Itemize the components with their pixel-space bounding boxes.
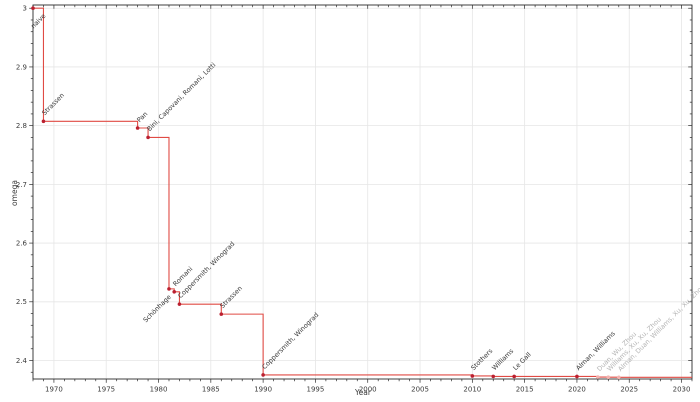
data-point-1978 bbox=[135, 126, 140, 130]
y-tick-label: 2.8 bbox=[16, 122, 27, 130]
data-point-1979 bbox=[146, 135, 150, 140]
x-tick-label: 1995 bbox=[307, 386, 325, 394]
data-point-1968 bbox=[31, 6, 35, 11]
plot-border bbox=[32, 4, 693, 380]
x-tick-label: 1985 bbox=[202, 386, 220, 394]
data-point-1981 bbox=[167, 287, 171, 291]
data-point-2022 bbox=[596, 375, 600, 379]
x-tick-label: 2015 bbox=[516, 386, 534, 394]
y-tick-label: 2.6 bbox=[16, 239, 28, 247]
data-point-1986 bbox=[219, 312, 224, 316]
data-points bbox=[31, 6, 621, 380]
axis-ticks bbox=[29, 5, 693, 383]
data-point-1982 bbox=[177, 302, 182, 306]
x-axis-title: Year bbox=[355, 388, 371, 397]
y-axis-title: omega bbox=[10, 180, 19, 206]
x-tick-label: 2000 bbox=[359, 386, 377, 394]
x-tick-label: 2030 bbox=[673, 386, 691, 394]
y-tick-label: 2.5 bbox=[16, 298, 27, 306]
data-point-2023 bbox=[606, 375, 611, 380]
x-tick-label: 1980 bbox=[150, 386, 168, 394]
data-point-2010 bbox=[470, 374, 475, 378]
y-tick-label: 2.7 bbox=[16, 181, 27, 189]
y-tick-label: 2.4 bbox=[16, 357, 28, 365]
y-tick-label: 3 bbox=[23, 5, 27, 13]
y-tick-label: 2.9 bbox=[16, 63, 27, 71]
x-tick-label: 2025 bbox=[620, 386, 638, 394]
data-point-1969 bbox=[41, 119, 46, 124]
x-tick-label: 2005 bbox=[411, 386, 429, 394]
x-tick-label: 1975 bbox=[97, 386, 115, 394]
omega-step-line bbox=[33, 7, 692, 378]
gridlines bbox=[33, 5, 692, 379]
x-tick-label: 1970 bbox=[45, 386, 63, 394]
data-point-1990 bbox=[261, 373, 265, 377]
y-axis-tick-labels: 2.4 2.5 2.6 2.7 2.8 2.9 3 bbox=[16, 5, 28, 365]
x-tick-label: 2010 bbox=[463, 386, 481, 394]
x-tick-label: 1990 bbox=[254, 386, 272, 394]
data-point-2020 bbox=[575, 374, 579, 379]
data-point-1981.5 bbox=[172, 290, 177, 294]
x-axis-tick-labels: 1970 1975 1980 1985 1990 1995 2000 2005 2010 2015… bbox=[45, 386, 690, 394]
data-point-2012 bbox=[491, 374, 496, 379]
data-point-2014 bbox=[512, 374, 516, 379]
data-point-2024 bbox=[616, 375, 621, 380]
x-tick-label: 2020 bbox=[568, 386, 586, 394]
